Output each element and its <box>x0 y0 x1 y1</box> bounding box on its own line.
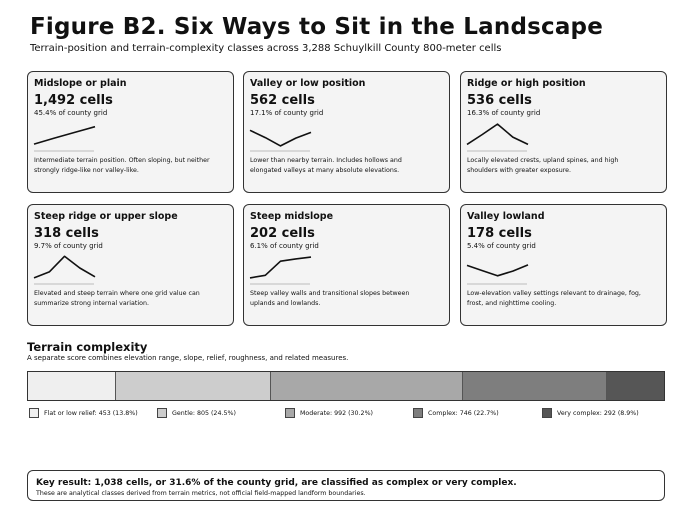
legend-item-gentle: Gentle: 805 (24.5%) <box>157 408 236 418</box>
card-count: 536 cells <box>467 93 532 108</box>
card-description: Low-elevation valley settings relevant t… <box>467 290 641 307</box>
terrain-profile-sparkline <box>249 129 312 152</box>
terrain-card-steep-midslope: Steep midslope 202 cells 6.1% of county … <box>243 204 450 326</box>
profile-line <box>466 123 529 146</box>
card-share: 16.3% of county grid <box>467 109 541 117</box>
terrain-card-steep-ridge: Steep ridge or upper slope 318 cells 9.7… <box>27 204 234 326</box>
terrain-card-midslope: Midslope or plain 1,492 cells 45.4% of c… <box>27 71 234 193</box>
card-count: 202 cells <box>250 226 315 241</box>
card-description: Steep valley walls and transitional slop… <box>250 290 410 307</box>
legend-label: Gentle: 805 (24.5%) <box>172 409 236 417</box>
terrain-profile-sparkline <box>33 255 96 285</box>
terrain-card-valley: Valley or low position 562 cells 17.1% o… <box>243 71 450 193</box>
card-description: Lower than nearby terrain. Includes holl… <box>250 157 402 174</box>
legend-label: Very complex: 292 (8.9%) <box>557 409 639 417</box>
card-title: Steep ridge or upper slope <box>34 211 178 222</box>
terrain-profile-sparkline <box>249 256 312 285</box>
terrain-profile-sparkline <box>466 123 529 152</box>
complexity-section-subtitle: A separate score combines elevation rang… <box>27 354 349 362</box>
legend-item-flat: Flat or low relief: 453 (13.8%) <box>29 408 138 418</box>
card-share: 6.1% of county grid <box>250 242 319 250</box>
legend-label: Moderate: 992 (30.2%) <box>300 409 374 417</box>
card-description: Intermediate terrain position. Often slo… <box>34 157 210 174</box>
card-share: 5.4% of county grid <box>467 242 536 250</box>
profile-line <box>249 129 312 147</box>
profile-line <box>249 256 312 279</box>
profile-line <box>466 264 529 277</box>
card-share: 17.1% of county grid <box>250 109 324 117</box>
key-result-text: Key result: 1,038 cells, or 31.6% of the… <box>36 478 517 488</box>
card-title: Valley lowland <box>467 211 545 222</box>
figure-title: Figure B2. Six Ways to Sit in the Landsc… <box>30 14 604 40</box>
legend-item-complex: Complex: 746 (22.7%) <box>413 408 499 418</box>
legend-swatch <box>285 408 295 418</box>
card-count: 562 cells <box>250 93 315 108</box>
complexity-segment-very-complex <box>607 372 664 400</box>
profile-line <box>33 255 96 279</box>
legend-swatch <box>157 408 167 418</box>
legend-item-moderate: Moderate: 992 (30.2%) <box>285 408 373 418</box>
card-description: Elevated and steep terrain where one gri… <box>34 290 200 307</box>
card-count: 178 cells <box>467 226 532 241</box>
card-count: 1,492 cells <box>34 93 113 108</box>
profile-line <box>33 125 96 145</box>
legend-swatch <box>29 408 39 418</box>
complexity-segment-gentle <box>115 372 272 400</box>
card-title: Steep midslope <box>250 211 334 222</box>
complexity-section-title: Terrain complexity <box>27 340 148 354</box>
legend-swatch <box>413 408 423 418</box>
legend-label: Flat or low relief: 453 (13.8%) <box>44 409 138 417</box>
terrain-card-ridge: Ridge or high position 536 cells 16.3% o… <box>460 71 667 193</box>
figure-subtitle: Terrain-position and terrain-complexity … <box>30 43 502 54</box>
legend-label: Complex: 746 (22.7%) <box>428 409 499 417</box>
terrain-card-valley-lowland: Valley lowland 178 cells 5.4% of county … <box>460 204 667 326</box>
key-result-box: Key result: 1,038 cells, or 31.6% of the… <box>27 470 665 501</box>
complexity-stacked-bar <box>27 371 665 401</box>
complexity-segment-moderate <box>271 372 464 400</box>
terrain-profile-sparkline <box>33 125 96 152</box>
key-result-note: These are analytical classes derived fro… <box>36 490 366 497</box>
card-count: 318 cells <box>34 226 99 241</box>
card-title: Ridge or high position <box>467 78 586 89</box>
legend-swatch <box>542 408 552 418</box>
legend-item-very-complex: Very complex: 292 (8.9%) <box>542 408 639 418</box>
card-title: Valley or low position <box>250 78 366 89</box>
complexity-segment-flat <box>28 372 116 400</box>
card-description: Locally elevated crests, upland spines, … <box>467 157 619 174</box>
card-title: Midslope or plain <box>34 78 127 89</box>
complexity-segment-complex <box>463 372 608 400</box>
terrain-profile-sparkline <box>466 264 529 285</box>
card-share: 45.4% of county grid <box>34 109 108 117</box>
card-share: 9.7% of county grid <box>34 242 103 250</box>
